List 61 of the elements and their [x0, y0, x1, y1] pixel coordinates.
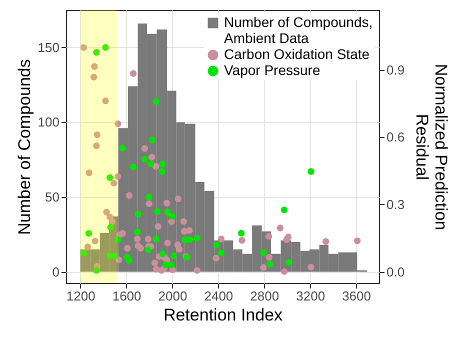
legend-label: Carbon Oxidation State — [224, 46, 370, 62]
y2-tick-label: 0.3 — [386, 196, 405, 212]
point — [80, 250, 88, 257]
y2-tick-label: 0.0 — [386, 264, 405, 280]
point — [308, 168, 314, 175]
point — [159, 160, 166, 168]
x-axis-title: Retention Index — [163, 306, 284, 324]
point — [144, 246, 152, 254]
point — [147, 160, 154, 168]
point — [126, 256, 132, 264]
point — [164, 208, 171, 216]
point — [154, 208, 161, 215]
point — [238, 230, 245, 237]
point — [152, 236, 160, 242]
point — [118, 144, 126, 152]
y-axis-title: Number of Compounds — [14, 59, 34, 235]
point — [146, 194, 152, 200]
x-tick-label: 2400 — [204, 288, 234, 304]
point — [134, 210, 142, 218]
y-tick-label: 50 — [45, 189, 60, 204]
point — [280, 206, 288, 214]
point — [93, 49, 100, 56]
point — [148, 136, 156, 144]
x-tick-label: 2000 — [158, 288, 188, 304]
point — [286, 259, 292, 266]
x-tick-label: 3200 — [296, 288, 326, 304]
y-tick-label: 100 — [38, 114, 60, 130]
y2-tick-label: 0.9 — [386, 62, 405, 78]
point — [107, 224, 114, 231]
point — [134, 228, 141, 236]
point — [186, 236, 194, 244]
point — [106, 174, 114, 181]
point — [194, 235, 200, 242]
x-tick-label: 2800 — [250, 288, 280, 304]
point — [168, 261, 175, 268]
point — [102, 44, 109, 51]
point — [260, 249, 267, 256]
point — [213, 242, 220, 248]
point — [218, 250, 225, 257]
point — [170, 252, 177, 260]
legend-label: Vapor Pressure — [224, 62, 320, 78]
point — [162, 261, 170, 268]
y2-tick-label: 0.6 — [386, 130, 405, 145]
point — [93, 267, 100, 274]
x-tick-label: 1200 — [66, 288, 96, 304]
point — [130, 164, 137, 170]
point — [114, 236, 122, 244]
y-tick-label: 150 — [38, 40, 60, 55]
y-tick-label: 0 — [52, 264, 60, 280]
x-tick-label: 3600 — [342, 288, 371, 304]
point — [158, 168, 166, 175]
point — [152, 98, 160, 105]
point — [266, 260, 274, 268]
y2-axis-title: Normalized Prediction Residual — [412, 64, 451, 230]
point — [159, 250, 166, 258]
point — [112, 252, 118, 260]
point — [141, 156, 148, 163]
point — [168, 213, 176, 220]
x-tick-label: 1600 — [112, 288, 142, 304]
point — [85, 230, 92, 237]
legend-label: Number of Compounds, Ambient Data — [224, 14, 373, 46]
